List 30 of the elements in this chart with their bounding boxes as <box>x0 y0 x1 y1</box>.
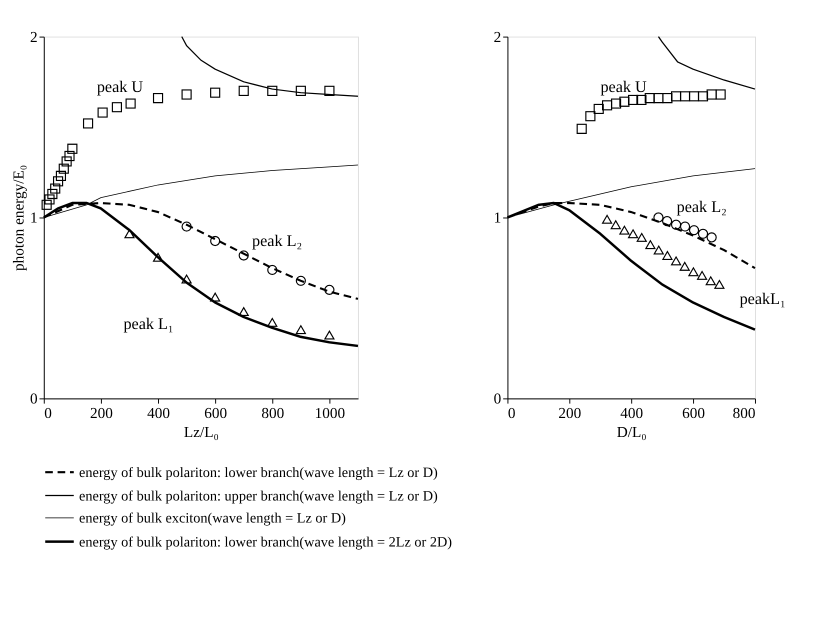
annotation: peak L₂ <box>252 233 302 250</box>
legend-label: energy of bulk exciton(wave length = Lz or D) <box>79 510 346 527</box>
x-axis-title: D/L₀ <box>616 424 647 441</box>
legend-label: energy of bulk polariton: lower branch(wave length = Lz or D) <box>79 464 438 481</box>
legend-label: energy of bulk polariton: upper branch(wave length = Lz or D) <box>79 488 438 504</box>
y-tick-label: 1 <box>30 210 38 227</box>
x-tick-label: 400 <box>620 404 644 422</box>
annotation: peak U <box>600 78 648 96</box>
y-tick-label: 2 <box>30 28 38 46</box>
y-tick-label: 0 <box>30 390 38 408</box>
x-tick-label: 600 <box>204 404 228 422</box>
y-tick-label: 1 <box>494 210 502 227</box>
annotation: peak L₁ <box>123 316 174 333</box>
annotation: peakL₁ <box>740 291 786 308</box>
y-tick-label: 2 <box>494 28 502 46</box>
x-tick-label: 0 <box>44 404 52 422</box>
x-tick-label: 400 <box>147 404 170 422</box>
x-axis-title: Lz/L₀ <box>184 424 219 441</box>
x-tick-label: 0 <box>508 404 516 422</box>
y-axis-title: photon energy/E₀ <box>10 164 28 271</box>
legend-label: energy of bulk polariton: lower branch(wave length = 2Lz or 2D) <box>79 534 452 550</box>
x-tick-label: 600 <box>682 404 706 422</box>
y-tick-label: 0 <box>494 390 502 408</box>
x-tick-label: 200 <box>90 404 114 422</box>
x-tick-label: 1000 <box>314 404 346 422</box>
annotation: peak U <box>96 78 144 96</box>
x-tick-label: 200 <box>558 404 582 422</box>
x-tick-label: 800 <box>261 404 285 422</box>
annotation: peak L₂ <box>676 198 727 216</box>
x-tick-label: 800 <box>732 404 756 422</box>
